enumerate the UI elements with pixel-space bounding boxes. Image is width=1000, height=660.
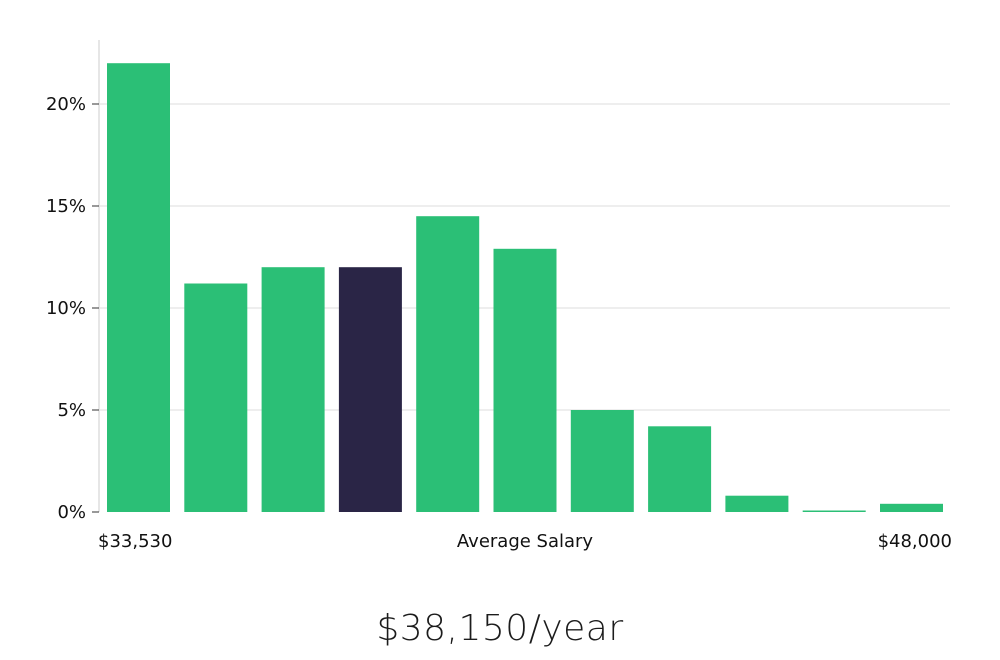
bar (880, 503, 943, 512)
x-axis-title: Average Salary (457, 531, 594, 552)
average-salary-headline: $38,150/year (376, 608, 624, 649)
bar (802, 510, 866, 512)
bar (184, 283, 248, 512)
x-min-label: $33,530 (98, 531, 172, 552)
salary-histogram: 0% 5% 10% 15% 20% $33,530 Average Salary $48… (46, 40, 952, 552)
y-tick-label: 0% (57, 502, 86, 523)
bars (107, 63, 943, 513)
bar (107, 63, 170, 512)
x-max-label: $48,000 (878, 531, 952, 552)
bar (261, 267, 325, 512)
y-tick-labels: 0% 5% 10% 15% 20% (46, 94, 99, 523)
y-tick-label: 15% (46, 196, 86, 217)
y-tick-label: 5% (57, 400, 86, 421)
bar (648, 426, 712, 512)
y-tick-label: 20% (46, 94, 86, 115)
bar (570, 410, 634, 512)
bar (493, 248, 557, 513)
bar-highlighted (338, 267, 402, 512)
bar (416, 216, 480, 512)
y-tick-label: 10% (46, 298, 86, 319)
bar (725, 495, 789, 512)
